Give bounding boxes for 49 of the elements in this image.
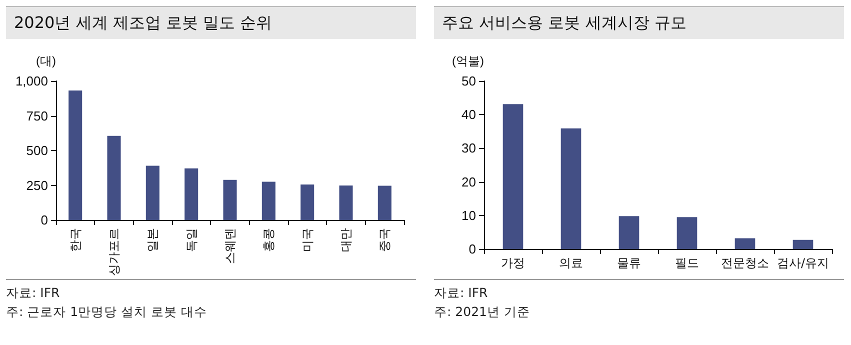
bar <box>300 184 314 220</box>
bar <box>560 128 582 249</box>
x-tick-label: 검사/유지 <box>776 256 830 270</box>
bar <box>378 186 392 220</box>
y-tick-label: 750 <box>26 108 48 124</box>
y-tick-label: 500 <box>26 143 48 158</box>
bar <box>734 238 756 249</box>
x-tick-label: 의료 <box>559 256 583 270</box>
y-tick-label: 1,000 <box>15 74 48 88</box>
bar <box>262 182 276 220</box>
y-tick-label: 50 <box>462 74 476 88</box>
x-tick-label: 필드 <box>675 256 699 270</box>
x-tick-label: 중국 <box>378 228 392 252</box>
text: 자료: IFR <box>434 284 489 302</box>
bar <box>339 186 353 220</box>
x-tick-label: 한국 <box>68 228 82 252</box>
y-tick-label: 10 <box>462 208 476 223</box>
x-tick-label: 가정 <box>501 256 525 270</box>
chart-title: 주요 서비스용 로봇 세계시장 규모 <box>434 6 844 39</box>
y-tick-label: 40 <box>462 107 476 122</box>
x-tick-label: 미국 <box>300 228 314 252</box>
bar <box>107 136 121 220</box>
x-tick-label: 홍콩 <box>262 228 276 252</box>
x-tick-label: 일본 <box>146 228 160 252</box>
bar <box>676 217 698 249</box>
x-tick-label: 대만 <box>339 228 353 252</box>
text: 주: 근로자 1만명당 설치 로봇 대수 <box>6 303 208 321</box>
text: 자료: IFR <box>6 284 61 302</box>
y-tick-label: 20 <box>462 174 476 190</box>
bar <box>792 240 814 249</box>
bar <box>502 104 524 249</box>
text: 주: 2021년 기준 <box>434 303 531 321</box>
x-tick-label: 전문청소 <box>721 256 769 270</box>
bar <box>184 168 198 220</box>
y-tick-label: 30 <box>462 140 476 156</box>
y-axis-title: (억불) <box>452 54 484 68</box>
y-tick-label: 0 <box>40 212 48 228</box>
x-tick-label: 독일 <box>184 228 198 252</box>
chart-title: 2020년 세계 제조업 로봇 밀도 순위 <box>6 6 416 39</box>
x-tick-label: 물류 <box>617 256 641 270</box>
bar <box>223 180 237 220</box>
y-tick-label: 0 <box>468 242 476 256</box>
bar <box>618 216 640 249</box>
bar <box>146 166 160 220</box>
y-tick-label: 250 <box>26 178 48 193</box>
bar <box>68 90 82 220</box>
x-tick-label: 싱가포르 <box>107 228 121 276</box>
x-tick-label: 스웨덴 <box>223 228 237 264</box>
y-axis-title: (대) <box>36 54 56 68</box>
